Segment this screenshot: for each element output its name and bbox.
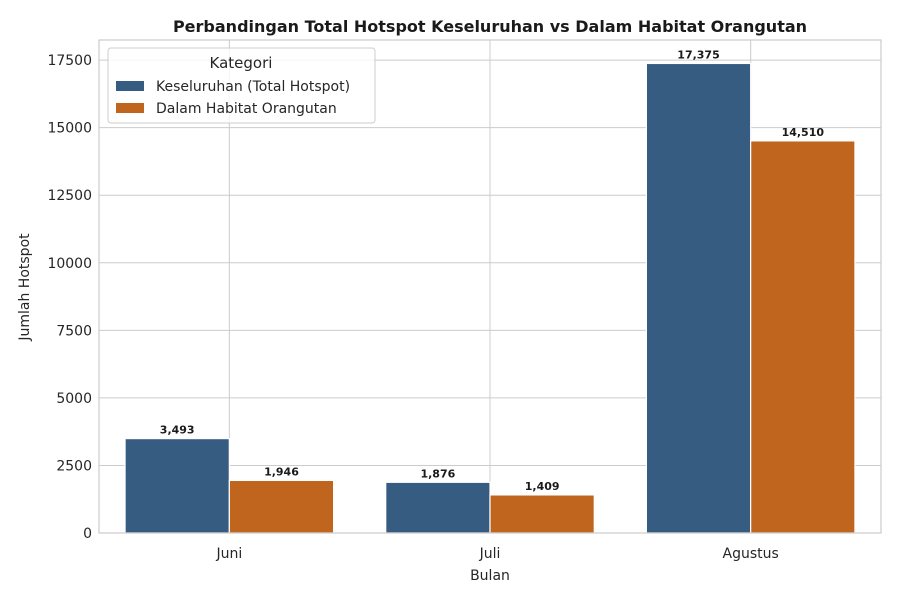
x-tick-label: Agustus [723, 546, 779, 562]
bar-habitat-juni [228, 479, 335, 534]
bar-habitat-juli [489, 494, 595, 534]
legend-label-total: Keseluruhan (Total Hotspot) [156, 79, 350, 95]
legend-label-habitat: Dalam Habitat Orangutan [156, 101, 337, 117]
legend-box [107, 47, 376, 124]
y-tick-label: 5000 [56, 391, 92, 407]
data-label: 1,876 [420, 467, 455, 480]
legend-swatch-habitat [116, 103, 144, 113]
x-axis-label: Bulan [470, 568, 510, 584]
data-label: 14,510 [782, 126, 825, 139]
y-tick-label: 12500 [47, 188, 92, 204]
x-tick-label: Juni [215, 546, 242, 562]
data-labels: 3,493 1,876 17,375 1,946 1,409 14,510 [160, 48, 825, 492]
y-tick-label: 7500 [56, 323, 92, 339]
legend-swatch-total [116, 81, 144, 91]
y-tick-label: 17500 [47, 53, 92, 69]
y-tick-label: 10000 [47, 256, 92, 272]
x-tick-labels: Juni Juli Agustus [215, 546, 778, 562]
bar-total-agustus [645, 62, 752, 534]
bars [124, 62, 856, 534]
y-tick-labels: 0 2500 5000 7500 10000 12500 15000 17500 [47, 53, 92, 542]
legend-title: Kategori [210, 54, 273, 72]
data-label: 17,375 [677, 48, 719, 61]
y-tick-label: 15000 [47, 121, 92, 137]
plot-frame [98, 39, 882, 534]
bar-total-juni [124, 438, 230, 534]
bar-total-juli [385, 481, 491, 534]
data-label: 1,946 [264, 465, 299, 478]
chart-title: Perbandingan Total Hotspot Keseluruhan v… [173, 17, 807, 36]
y-axis-label: Jumlah Hotspot [17, 233, 33, 342]
data-label: 1,409 [525, 480, 560, 493]
bar-habitat-agustus [750, 140, 856, 534]
y-tick-label: 0 [83, 526, 92, 542]
y-tick-label: 2500 [56, 458, 92, 474]
data-label: 3,493 [160, 424, 195, 437]
x-tick-label: Juli [479, 546, 501, 562]
legend: Kategori Keseluruhan (Total Hotspot) Dal… [107, 47, 376, 124]
